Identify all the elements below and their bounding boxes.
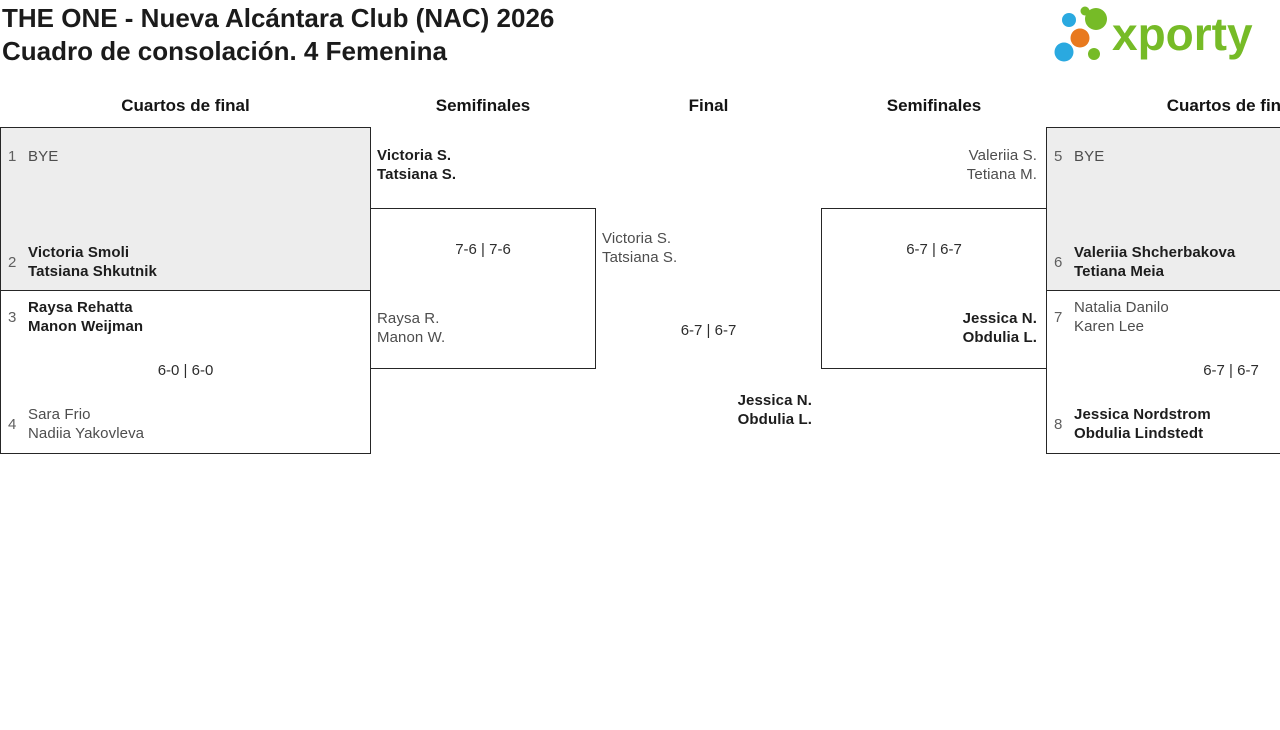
team-name-line: Sara Frio [28, 406, 91, 423]
team-shcherbakova-meia-semifinal: Valeriia S. Tetiana M. [822, 146, 1037, 184]
team-name-line: BYE [28, 148, 59, 165]
team-name-line: Valeriia Shcherbakova [1074, 244, 1236, 261]
team-name-line: Jessica N. [737, 392, 812, 409]
team-name-line: Manon Weijman [28, 318, 144, 335]
seed-5-label: 5 [1054, 148, 1063, 165]
seed-1-label: 1 [8, 148, 17, 165]
match-score: 6-7 | 6-7 [1203, 362, 1259, 379]
round-header-left-quarterfinals: Cuartos de final [121, 96, 250, 115]
team-name-line: Tetiana Meia [1074, 263, 1165, 280]
final-score: 6-7 | 6-7 [680, 322, 737, 339]
seed-6-label: 6 [1054, 254, 1063, 271]
team-name-line: Victoria S. [602, 230, 672, 247]
seed-7-label: 7 [1054, 309, 1063, 326]
team-smoli-shkutnik-semifinal: Victoria S. Tatsiana S. [377, 146, 456, 184]
team-nordstrom-lindstedt-champion: Jessica N. Obdulia L. [595, 391, 812, 429]
match-box-right-semifinal[interactable] [821, 208, 1047, 369]
seed-3-label: 3 [8, 309, 17, 326]
seed-8-label: 8 [1054, 416, 1063, 433]
page-subtitle: Cuadro de consolación. 4 Femenina [2, 36, 447, 66]
team-frio-yakovleva: Sara Frio Nadiia Yakovleva [28, 405, 144, 443]
team-smoli-shkutnik-final: Victoria S. Tatsiana S. [602, 229, 677, 267]
round-header-right-quarterfinals: Cuartos de final [1166, 96, 1280, 115]
match-score: 6-7 | 6-7 [906, 241, 962, 258]
team-shcherbakova-meia: Valeriia Shcherbakova Tetiana Meia [1074, 243, 1235, 281]
team-name-line: Victoria S. [377, 147, 452, 164]
xporty-logo[interactable]: xporty [1048, 3, 1276, 65]
match-score: 6-0 | 6-0 [157, 362, 214, 379]
team-smoli-shkutnik: Victoria Smoli Tatsiana Shkutnik [28, 243, 157, 281]
team-name-line: Raysa R. [377, 310, 440, 327]
team-name-line: Tatsiana Shkutnik [28, 263, 157, 280]
page-title: THE ONE - Nueva Alcántara Club (NAC) 202… [2, 3, 555, 33]
team-name-line: Jessica Nordstrom [1074, 406, 1211, 423]
team-rehatta-weijman-semifinal: Raysa R. Manon W. [377, 309, 445, 347]
team-name-line: Karen Lee [1074, 318, 1145, 335]
xporty-logo-dots-icon [1054, 6, 1107, 62]
team-name-line: Obdulia Lindstedt [1074, 425, 1204, 442]
team-bye-2: BYE [1074, 147, 1104, 166]
match-box-right-qf2[interactable] [1046, 290, 1280, 454]
team-danilo-lee: Natalia Danilo Karen Lee [1074, 298, 1169, 336]
round-header-final: Final [688, 96, 729, 115]
team-nordstrom-lindstedt: Jessica Nordstrom Obdulia Lindstedt [1074, 405, 1211, 443]
team-name-line: Nadiia Yakovleva [28, 425, 145, 442]
seed-2-label: 2 [8, 254, 17, 271]
team-name-line: Obdulia L. [737, 411, 812, 428]
team-name-line: BYE [1074, 148, 1105, 165]
team-rehatta-weijman: Raysa Rehatta Manon Weijman [28, 298, 143, 336]
match-box-left-semifinal[interactable] [370, 208, 596, 369]
team-name-line: Victoria Smoli [28, 244, 130, 261]
team-name-line: Valeriia S. [968, 147, 1037, 164]
team-name-line: Obdulia L. [962, 329, 1037, 346]
match-box-right-qf1[interactable] [1046, 127, 1280, 291]
team-name-line: Tatsiana S. [377, 166, 457, 183]
match-score: 7-6 | 7-6 [455, 241, 511, 258]
team-name-line: Manon W. [377, 329, 446, 346]
team-name-line: Jessica N. [962, 310, 1037, 327]
team-name-line: Natalia Danilo [1074, 299, 1169, 316]
team-name-line: Raysa Rehatta [28, 299, 133, 316]
team-name-line: Tetiana M. [966, 166, 1037, 183]
round-header-right-semifinals: Semifinales [886, 96, 982, 115]
match-box-left-qf2[interactable] [0, 290, 371, 454]
round-header-left-semifinals: Semifinales [435, 96, 531, 115]
team-bye-1: BYE [28, 147, 58, 166]
team-name-line: Tatsiana S. [602, 249, 678, 266]
xporty-brand-text: xporty [1112, 8, 1253, 60]
seed-4-label: 4 [8, 416, 17, 433]
team-nordstrom-lindstedt-semifinal: Jessica N. Obdulia L. [822, 309, 1037, 347]
